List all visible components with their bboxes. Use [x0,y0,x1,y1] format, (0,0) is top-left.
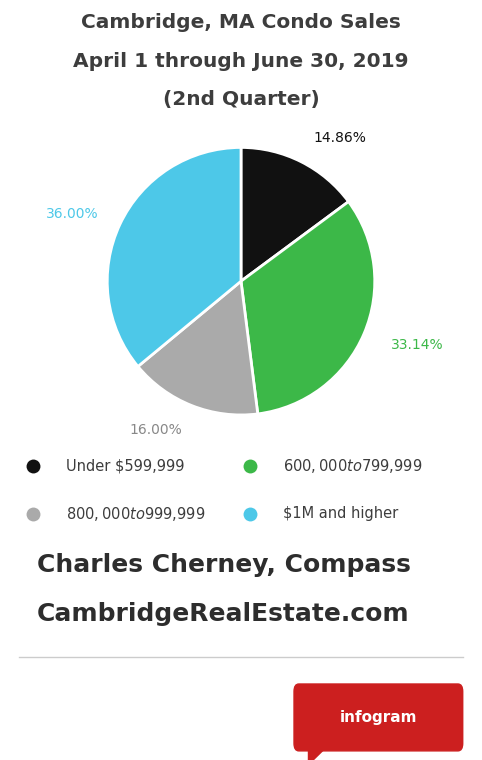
Wedge shape [241,147,348,281]
Text: $800,000 to $999,999: $800,000 to $999,999 [66,505,205,523]
Text: Under $599,999: Under $599,999 [66,458,184,473]
Wedge shape [138,281,258,415]
Wedge shape [241,201,375,414]
Text: 14.86%: 14.86% [313,131,366,145]
Text: April 1 through June 30, 2019: April 1 through June 30, 2019 [73,52,409,71]
Text: 36.00%: 36.00% [46,207,98,221]
Text: $1M and higher: $1M and higher [283,506,399,521]
Text: infogram: infogram [340,710,417,725]
Text: CambridgeRealEstate.com: CambridgeRealEstate.com [37,603,410,626]
Text: 16.00%: 16.00% [129,423,182,438]
Text: Cambridge, MA Condo Sales: Cambridge, MA Condo Sales [81,13,401,32]
Text: $600,000 to $799,999: $600,000 to $799,999 [283,457,423,475]
Wedge shape [107,147,241,366]
Text: Charles Cherney, Compass: Charles Cherney, Compass [37,553,411,577]
Text: (2nd Quarter): (2nd Quarter) [162,90,320,109]
Text: 33.14%: 33.14% [391,338,443,353]
